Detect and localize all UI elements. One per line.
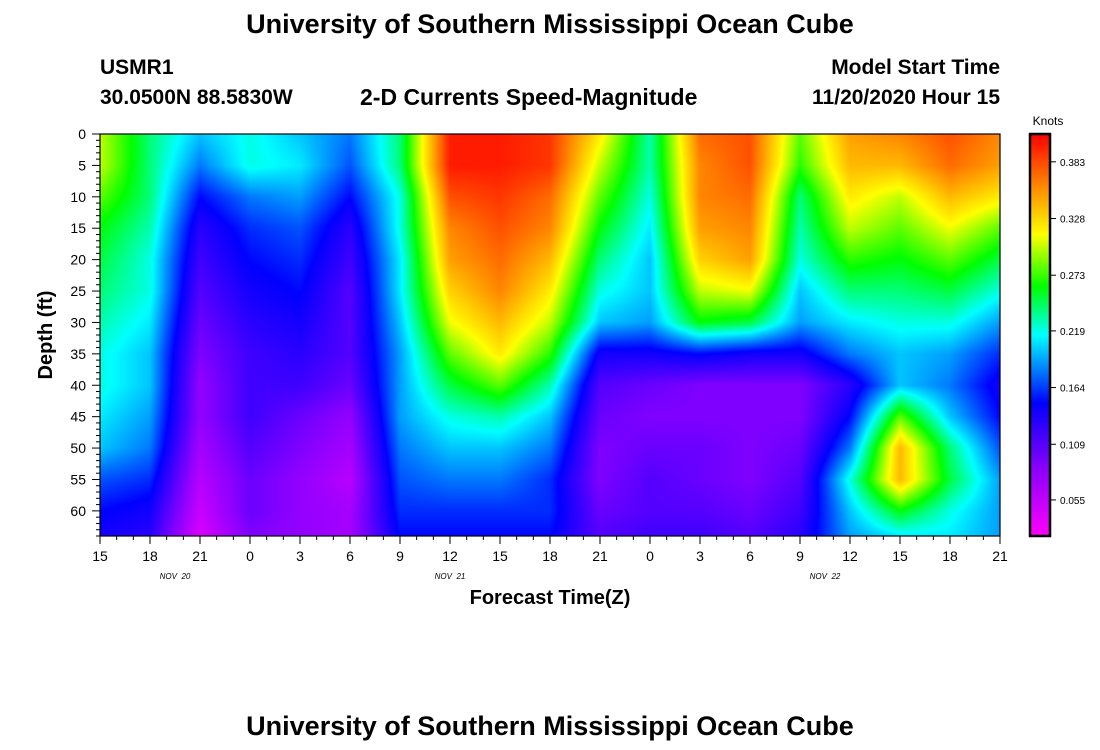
x-date-label: NOV 20 xyxy=(160,572,191,581)
footer-title: University of Southern Mississippi Ocean… xyxy=(246,711,854,741)
colorbar-tick-label: 0.219 xyxy=(1060,327,1085,338)
y-axis-label: Depth (ft) xyxy=(35,291,57,380)
x-tick-label: 18 xyxy=(942,548,958,564)
x-tick-label: 9 xyxy=(396,548,404,564)
product-title: 2-D Currents Speed-Magnitude xyxy=(360,84,698,110)
x-tick-label: 15 xyxy=(492,548,508,564)
colorbar-tick-label: 0.273 xyxy=(1060,271,1085,282)
y-tick-label: 40 xyxy=(70,377,86,393)
colorbar xyxy=(1028,132,1052,538)
x-axis-label: Forecast Time(Z) xyxy=(470,587,631,609)
colorbar-tick-label: 0.055 xyxy=(1060,496,1085,507)
x-tick-label: 21 xyxy=(592,548,608,564)
colorbar-tick-label: 0.164 xyxy=(1060,384,1085,395)
x-tick-label: 12 xyxy=(442,548,458,564)
y-tick-label: 15 xyxy=(70,220,86,236)
x-tick-label: 3 xyxy=(296,548,304,564)
colorbar-tick-label: 0.328 xyxy=(1060,215,1085,226)
y-axis: 0 5 10 15 20 25 30 35 40 45 50 55 60 xyxy=(70,126,100,537)
y-tick-label: 60 xyxy=(70,503,86,519)
x-tick-label: 6 xyxy=(746,548,754,564)
x-tick-label: 18 xyxy=(542,548,558,564)
y-tick-label: 55 xyxy=(70,471,86,487)
x-date-label: NOV 22 xyxy=(810,572,841,581)
colorbar-label: Knots xyxy=(1033,114,1064,128)
x-tick-label: 3 xyxy=(696,548,704,564)
y-tick-label: 45 xyxy=(70,409,86,425)
x-tick-label: 15 xyxy=(92,548,108,564)
x-tick-label: 21 xyxy=(192,548,208,564)
page-title: University of Southern Mississippi Ocean… xyxy=(246,9,854,39)
x-tick-label: 0 xyxy=(646,548,654,564)
y-tick-label: 20 xyxy=(70,252,86,268)
station-coordinates: 30.0500N 88.5830W xyxy=(100,86,293,109)
y-tick-label: 50 xyxy=(70,440,86,456)
model-start-value: 11/20/2020 Hour 15 xyxy=(812,86,1000,109)
x-tick-label: 6 xyxy=(346,548,354,564)
x-tick-label: 15 xyxy=(892,548,908,564)
y-tick-label: 35 xyxy=(70,346,86,362)
x-tick-label: 0 xyxy=(246,548,254,564)
heatmap-plot-area xyxy=(100,134,1000,536)
colorbar-tick-label: 0.383 xyxy=(1060,158,1085,169)
y-tick-label: 30 xyxy=(70,314,86,330)
station-id: USMR1 xyxy=(100,56,174,79)
y-tick-label: 5 xyxy=(78,157,86,173)
colorbar-ticks: 0.383 0.328 0.273 0.219 0.164 0.109 0.055 xyxy=(1050,158,1085,507)
x-tick-label: 18 xyxy=(142,548,158,564)
y-tick-label: 10 xyxy=(70,189,86,205)
x-tick-label: 9 xyxy=(796,548,804,564)
x-date-label: NOV 21 xyxy=(435,572,466,581)
x-tick-label: 12 xyxy=(842,548,858,564)
model-start-label: Model Start Time xyxy=(831,56,1000,79)
colorbar-tick-label: 0.109 xyxy=(1060,440,1085,451)
y-tick-label: 25 xyxy=(70,283,86,299)
x-tick-label: 21 xyxy=(992,548,1008,564)
y-tick-label: 0 xyxy=(78,126,86,142)
